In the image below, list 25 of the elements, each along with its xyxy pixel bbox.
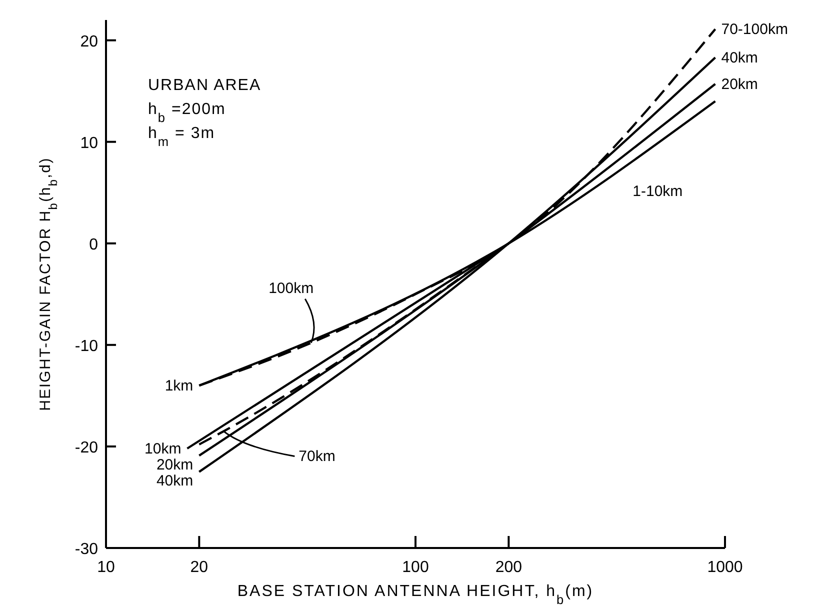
x-tick-label: 10 bbox=[97, 559, 115, 576]
x-tick-label: 20 bbox=[190, 559, 208, 576]
annotation: 70km bbox=[298, 448, 336, 466]
annotation: h$_{m}$ = 3m bbox=[148, 125, 216, 148]
y-tick-label: 10 bbox=[80, 134, 98, 152]
annotation: 10km bbox=[144, 440, 182, 458]
annotation: 100km bbox=[268, 280, 314, 297]
y-tick-label: 20 bbox=[80, 33, 98, 50]
x-axis-title: BASE STATION ANTENNA HEIGHT, h$_{b}$(m) bbox=[237, 583, 594, 606]
y-tick-label: -30 bbox=[74, 541, 98, 558]
annotation: 1-10km bbox=[632, 183, 683, 200]
annotation: 70-100km bbox=[721, 21, 788, 38]
x-tick-label: 100 bbox=[402, 559, 429, 576]
annotation: 40km bbox=[156, 472, 194, 490]
y-tick-label: -20 bbox=[74, 439, 98, 456]
x-tick-label: 200 bbox=[495, 559, 522, 576]
annotation: 1km bbox=[164, 378, 194, 395]
x-tick-label: 1000 bbox=[707, 559, 743, 576]
annotation: 20km bbox=[721, 76, 758, 93]
y-tick-label: -10 bbox=[74, 338, 98, 355]
annotation: URBAN AREA bbox=[148, 77, 262, 94]
annotation: 20km bbox=[156, 456, 194, 474]
annotation: 40km bbox=[721, 50, 758, 67]
annotation: h$_{b}$ =200m bbox=[148, 101, 226, 124]
y-tick-label: 0 bbox=[89, 236, 98, 254]
